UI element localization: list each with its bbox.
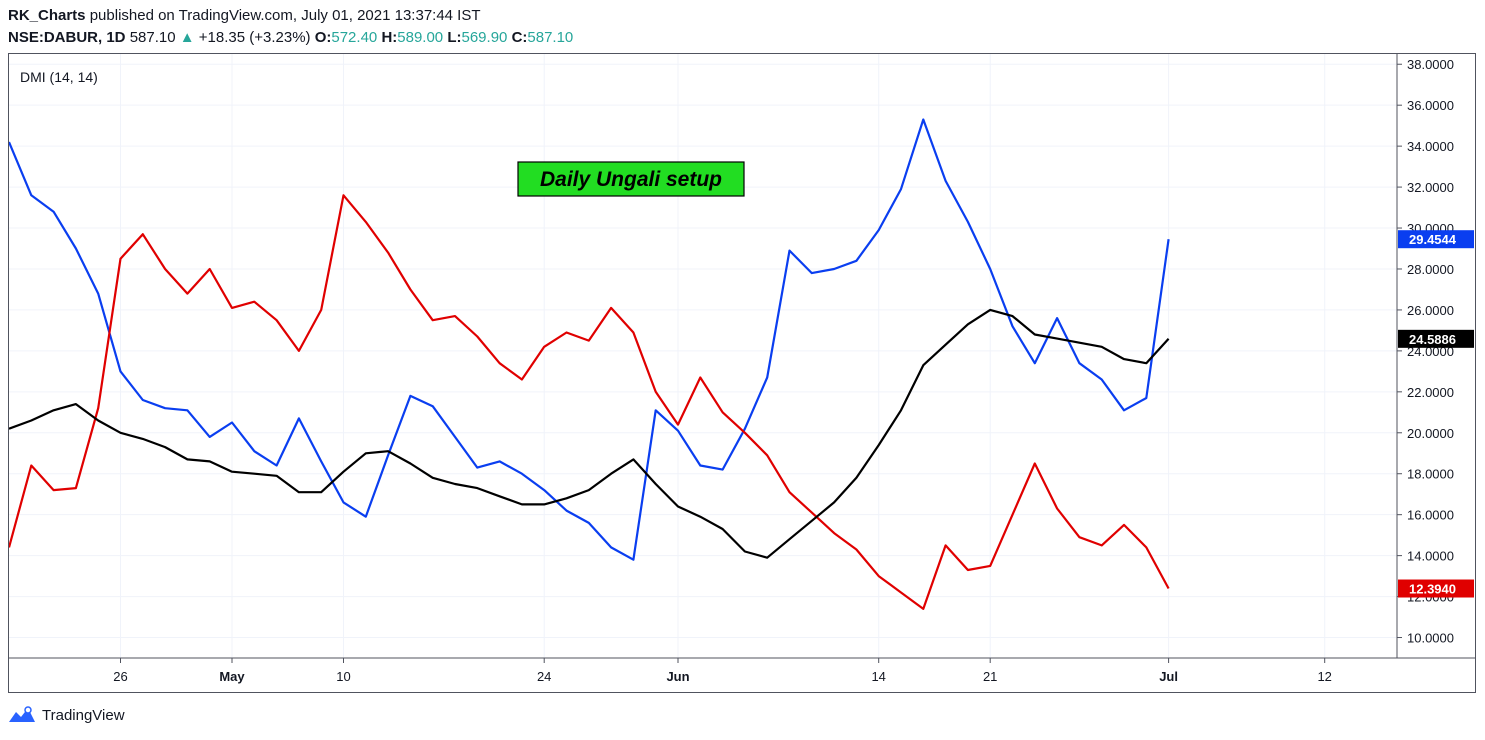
y-tick-label: 16.0000 xyxy=(1407,508,1454,523)
symbol-line: NSE:DABUR, 1D 587.10 ▲ +18.35 (+3.23%) O… xyxy=(8,29,573,46)
annotation-text: Daily Ungali setup xyxy=(540,168,722,191)
symbol-label: NSE:DABUR, 1D xyxy=(8,29,126,46)
x-tick-label: 26 xyxy=(113,669,127,684)
x-tick-label: Jun xyxy=(666,669,689,684)
x-tick-label: 12 xyxy=(1317,669,1331,684)
x-tick-label: 24 xyxy=(537,669,551,684)
y-tick-label: 38.0000 xyxy=(1407,57,1454,72)
last-value-label-2: 12.3940 xyxy=(1409,582,1456,597)
y-tick-label: 14.0000 xyxy=(1407,549,1454,564)
x-tick-label: May xyxy=(219,669,245,684)
tradingview-brand[interactable]: TradingView xyxy=(42,706,125,724)
x-tick-label: 10 xyxy=(336,669,350,684)
last-value-label-3: 24.5886 xyxy=(1409,332,1456,347)
chart-frame[interactable]: 10.000012.000014.000016.000018.000020.00… xyxy=(8,53,1476,693)
series-line-3[interactable] xyxy=(9,308,1170,559)
up-arrow-icon: ▲ xyxy=(179,29,195,46)
high-value: 589.00 xyxy=(397,29,444,46)
last-value-tag-2 xyxy=(1398,579,1474,598)
y-tick-label: 20.0000 xyxy=(1407,426,1454,441)
publish-info: published on TradingView.com, July 01, 2… xyxy=(89,7,481,24)
open-label: O: xyxy=(314,29,332,46)
y-tick-label: 22.0000 xyxy=(1407,385,1454,400)
last-price: 587.10 xyxy=(129,29,176,46)
series-line-1[interactable] xyxy=(9,118,1170,561)
x-tick-label: Jul xyxy=(1159,669,1178,684)
footer: TradingView xyxy=(8,706,125,724)
tradingview-logo-icon[interactable] xyxy=(8,706,36,724)
close-label: C: xyxy=(511,29,528,46)
price-change: +18.35 (+3.23%) xyxy=(198,29,311,46)
author-name[interactable]: RK_Charts xyxy=(8,7,86,24)
y-tick-label: 32.0000 xyxy=(1407,180,1454,195)
y-tick-label: 36.0000 xyxy=(1407,98,1454,113)
y-tick-label: 10.0000 xyxy=(1407,631,1454,646)
last-value-label-1: 29.4544 xyxy=(1409,232,1457,247)
low-value: 569.90 xyxy=(461,29,508,46)
x-tick-label: 14 xyxy=(871,669,885,684)
annotation-box[interactable] xyxy=(517,161,745,197)
high-label: H: xyxy=(381,29,398,46)
low-label: L: xyxy=(447,29,462,46)
indicator-label[interactable]: DMI (14, 14) xyxy=(20,69,98,85)
y-tick-label: 18.0000 xyxy=(1407,467,1454,482)
y-tick-label: 26.0000 xyxy=(1407,303,1454,318)
series-line-2[interactable] xyxy=(9,194,1170,611)
last-value-tag-3 xyxy=(1398,329,1474,348)
publish-line: RK_Charts published on TradingView.com, … xyxy=(8,7,481,24)
last-value-tag-1 xyxy=(1398,230,1474,249)
y-tick-label: 34.0000 xyxy=(1407,139,1454,154)
x-tick-label: 21 xyxy=(983,669,997,684)
dmi-chart[interactable]: 10.000012.000014.000016.000018.000020.00… xyxy=(9,54,1475,692)
y-tick-label: 28.0000 xyxy=(1407,262,1454,277)
open-value: 572.40 xyxy=(331,29,378,46)
close-value: 587.10 xyxy=(527,29,574,46)
